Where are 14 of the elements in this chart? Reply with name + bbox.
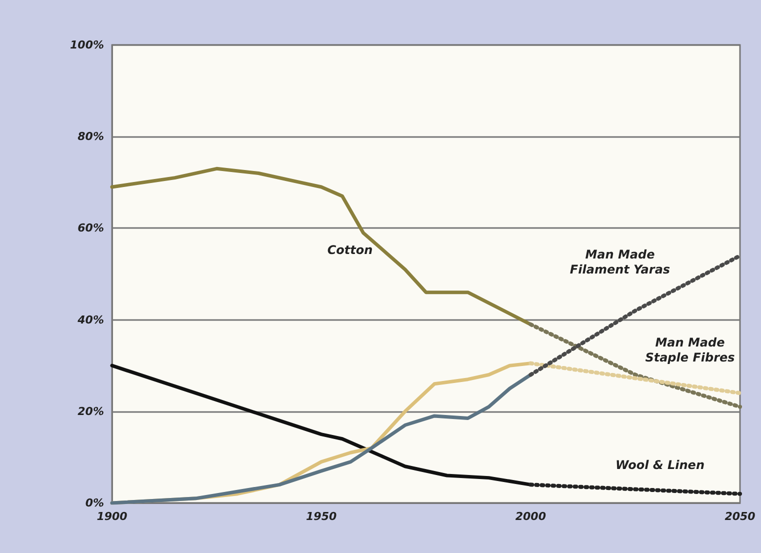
y-tick-label: 100% (70, 38, 104, 52)
y-tick-label: 40% (76, 313, 104, 326)
x-tick-label: 2000 (515, 510, 546, 523)
annotation: Wool & Linen (616, 458, 704, 472)
x-tick-label: 1950 (306, 510, 337, 523)
annotation: Cotton (327, 243, 373, 257)
y-tick-label: 60% (78, 222, 104, 235)
y-tick-label: 80% (78, 130, 104, 144)
x-tick-label: 2050 (724, 510, 756, 523)
annotation: Man Made Filament Yaras (570, 248, 670, 276)
annotation: Man Made Staple Fibres (645, 336, 735, 364)
x-tick-label: 1900 (96, 510, 128, 523)
y-tick-label: 0% (85, 496, 104, 510)
y-tick-label: 20% (78, 404, 104, 418)
